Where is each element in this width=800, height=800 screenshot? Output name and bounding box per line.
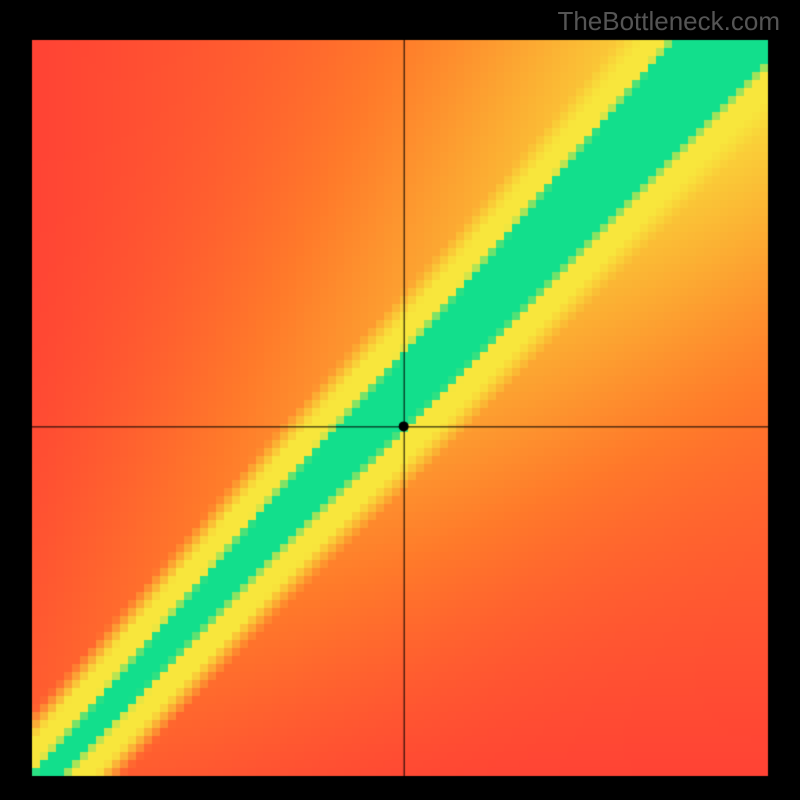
chart-container: TheBottleneck.com xyxy=(0,0,800,800)
watermark-label: TheBottleneck.com xyxy=(557,6,780,37)
bottleneck-heatmap xyxy=(0,0,800,800)
